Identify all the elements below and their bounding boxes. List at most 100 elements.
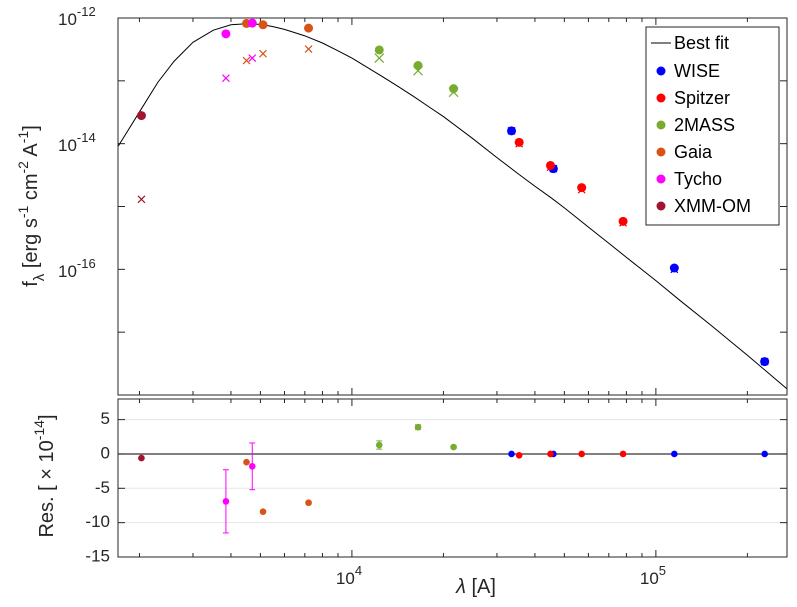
xlabel-lambda: λ — [455, 576, 466, 598]
residual-y-axis-label: Res. [ × 10-14] — [31, 414, 58, 537]
res-ylabel-text: Res. [ × 10 — [36, 440, 58, 537]
legend-label-best-fit: Best fit — [674, 33, 729, 53]
res-tick-label-minus10: -10 — [85, 512, 110, 531]
top-y-tick-labels: 10-12 10-14 10-16 — [58, 4, 96, 281]
ylabel-erg: [erg s — [20, 218, 42, 274]
xlabel-unit: [A] — [466, 576, 496, 598]
ylabel-sub: λ — [31, 273, 48, 281]
best-fit-curve — [117, 23, 788, 390]
gaia-model-marker — [242, 56, 251, 65]
ylabel-a-exp: -1 — [15, 131, 31, 144]
y-tick-exp: -12 — [77, 4, 96, 19]
xmm-om-residual-point — [138, 454, 145, 462]
legend-label-wise: WISE — [674, 61, 720, 81]
res-ylabel-exp: -14 — [31, 420, 47, 440]
legend-marker-2mass — [656, 120, 666, 130]
y-tick-base: 10 — [58, 136, 77, 155]
legend-label-gaia: Gaia — [674, 142, 713, 162]
residual-panel-frame — [117, 398, 788, 558]
gaia-model-marker — [304, 45, 313, 54]
spitzer-residual-point — [619, 450, 627, 458]
legend-label-spitzer: Spitzer — [674, 88, 730, 108]
wise-residual-point — [508, 450, 515, 458]
res-tick-label-5: 5 — [101, 409, 110, 428]
tycho-observed-point — [221, 29, 231, 39]
xmm-om-model-marker — [137, 195, 146, 204]
top-panel-frame — [117, 17, 788, 396]
x-tick-label-1e5: 105 — [640, 563, 666, 588]
xmm-om-observed-point — [136, 111, 146, 121]
y-tick-base: 10 — [58, 10, 77, 29]
res-ylabel-close: ] — [36, 414, 58, 420]
2mass-model-marker — [374, 53, 385, 64]
gaia-residual-point — [243, 458, 250, 466]
gaia-model-marker — [259, 49, 267, 58]
res-tick-label-minus5: -5 — [95, 478, 110, 497]
y-tick-exp: -16 — [77, 256, 96, 271]
gaia-observed-point — [304, 23, 314, 33]
legend-markers — [656, 66, 666, 211]
wise-observed-point — [669, 263, 679, 273]
spitzer-residual-point — [515, 452, 523, 459]
legend-box — [645, 26, 780, 226]
x-tick-labels: 104 105 — [336, 563, 666, 588]
ylabel-a: A — [20, 143, 42, 161]
2mass-residual-point — [375, 441, 383, 449]
2mass-observed-point — [449, 84, 459, 94]
wise-residual-point — [671, 450, 678, 458]
legend-marker-tycho — [656, 174, 666, 184]
y-tick-exp: -14 — [77, 130, 96, 145]
ylabel-f: f — [20, 281, 42, 287]
observed-points — [136, 18, 770, 367]
tycho-residual-point — [248, 463, 256, 470]
ylabel-cm-exp: -2 — [15, 161, 31, 174]
wise-residual-point — [761, 450, 768, 458]
spitzer-observed-point — [618, 216, 628, 226]
2mass-observed-point — [413, 61, 423, 71]
x-axis-label: λ [A] — [455, 576, 496, 598]
spitzer-residual-point — [578, 450, 585, 458]
legend-marker-xmm-om — [656, 201, 666, 211]
ylabel-s-exp: -1 — [15, 205, 31, 218]
residual-panel: 5 0 -5 -10 -15 Res. [ × 10-14] 104 105 λ… — [31, 398, 788, 598]
legend-marker-gaia — [656, 147, 666, 157]
gaia-observed-point — [258, 20, 268, 30]
spitzer-observed-point — [545, 160, 555, 170]
tycho-observed-point — [247, 18, 257, 28]
y-tick-label-1e-12: 10-12 — [58, 4, 96, 29]
gaia-residual-point — [259, 508, 267, 515]
res-tick-label-minus15: -15 — [85, 546, 110, 565]
ylabel-cm: cm — [20, 173, 42, 205]
x-tick-label-1e4: 104 — [336, 563, 362, 588]
tycho-model-marker — [221, 74, 230, 83]
legend-marker-wise — [656, 66, 666, 76]
spitzer-observed-point — [577, 183, 587, 193]
legend-label-tycho: Tycho — [674, 169, 722, 189]
wise-observed-point — [507, 126, 517, 136]
spitzer-observed-point — [514, 137, 524, 147]
residual-panel-area — [118, 399, 787, 557]
y-tick-label-1e-14: 10-14 — [58, 130, 96, 155]
x-tick-base: 10 — [336, 569, 355, 588]
x-tick-exp: 5 — [659, 563, 666, 578]
spitzer-residual-point — [547, 450, 554, 458]
y-tick-base: 10 — [58, 262, 77, 281]
2mass-residual-point — [414, 423, 422, 431]
residual-points — [138, 423, 768, 534]
legend-marker-spitzer — [656, 93, 666, 103]
tycho-model-marker — [248, 54, 257, 63]
ylabel-close: ] — [20, 125, 42, 131]
gaia-residual-point — [305, 499, 312, 507]
2mass-observed-point — [374, 45, 384, 55]
top-y-axis-label: fλ [erg s-1 cm-2 A-1] — [15, 125, 48, 287]
legend: Best fit WISE Spitzer 2MASS Gaia Tycho X… — [645, 26, 780, 226]
tycho-residual-point — [222, 498, 230, 505]
legend-label-xmm-om: XMM-OM — [674, 196, 751, 216]
x-tick-base: 10 — [640, 569, 659, 588]
residual-y-tick-labels: 5 0 -5 -10 -15 — [85, 409, 110, 565]
legend-label-2mass: 2MASS — [674, 115, 735, 135]
res-tick-label-0: 0 — [101, 443, 110, 462]
2mass-residual-point — [450, 443, 457, 451]
top-panel: 10-12 10-14 10-16 fλ [erg s-1 cm-2 A-1] … — [15, 4, 788, 396]
